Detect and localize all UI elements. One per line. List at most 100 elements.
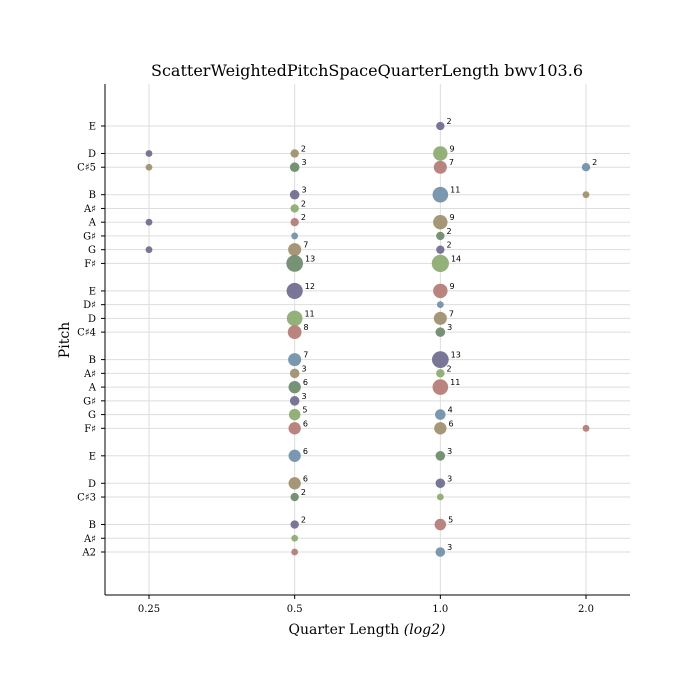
scatter-point <box>431 351 449 368</box>
scatter-point <box>288 477 301 490</box>
scatter-point <box>582 191 590 199</box>
point-count-label: 13 <box>451 351 461 360</box>
point-count-label: 3 <box>447 543 452 552</box>
point-count-label: 5 <box>302 406 307 415</box>
y-tick-label: F♯ <box>84 259 96 270</box>
scatter-point <box>436 493 444 501</box>
scatter-point <box>433 160 447 174</box>
point-count-label: 9 <box>450 144 455 153</box>
point-count-label: 11 <box>450 378 460 387</box>
point-count-label: 6 <box>303 447 308 456</box>
y-tick-label: C♯5 <box>77 163 96 174</box>
scatter-point <box>431 254 449 273</box>
y-tick-label: A2 <box>81 548 96 559</box>
scatter-point <box>290 492 299 502</box>
y-tick-label: D♯ <box>83 300 96 311</box>
y-tick-label: G <box>88 245 96 256</box>
y-tick-label: A♯ <box>83 369 96 380</box>
scatter-point <box>436 245 445 254</box>
y-tick-label: C♯3 <box>77 493 96 504</box>
scatter-point <box>289 162 300 173</box>
x-axis-label: Quarter Length (log2) <box>289 622 446 638</box>
y-tick-label: E <box>89 451 96 462</box>
point-count-label: 8 <box>304 323 309 332</box>
chart-title: ScatterWeightedPitchSpaceQuarterLength b… <box>151 61 583 80</box>
y-tick-label: D <box>88 479 96 490</box>
scatter-point <box>288 449 301 462</box>
y-tick-label: E <box>89 122 96 133</box>
point-count-label: 6 <box>303 419 308 428</box>
scatter-point <box>288 243 302 257</box>
scatter-point <box>435 327 446 337</box>
scatter-point <box>289 189 300 200</box>
y-axis-ticks: A2 A♯ B C♯3 D E F♯ G G♯ A A♯ B C♯4 D D♯ E F♯ G G♯ A A♯ B C♯5 D E <box>77 122 105 559</box>
scatter-point <box>432 379 449 395</box>
scatter-point <box>433 146 448 161</box>
point-count-label: 2 <box>301 488 306 497</box>
x-axis-label-scale: (log2) <box>404 622 446 638</box>
scatter-point <box>286 310 303 327</box>
y-tick-label: E <box>89 286 96 297</box>
x-axis-ticks: 0.25 0.5 1.0 2.0 <box>138 595 594 615</box>
scatter-point <box>288 422 301 435</box>
point-count-label: 9 <box>450 213 455 222</box>
x-tick-label: 2.0 <box>578 604 594 615</box>
point-count-label: 3 <box>301 186 306 195</box>
y-tick-label: A <box>88 218 97 229</box>
scatter-point <box>434 518 447 531</box>
x-axis-label-text: Quarter Length <box>289 622 400 638</box>
y-tick-label: G♯ <box>83 396 96 407</box>
point-labels: 2 3 3 2 2 7 13 12 11 8 7 3 6 3 5 6 6 6 2 2 2 9 7 11 9 2 2 14 9 7 3 13 2 1… <box>301 117 597 552</box>
x-tick-label: 1.0 <box>432 604 448 615</box>
point-count-label: 7 <box>303 351 308 360</box>
scatter-point <box>434 422 447 435</box>
point-count-label: 11 <box>304 309 314 318</box>
point-count-label: 2 <box>447 364 452 373</box>
scatter-point <box>290 149 299 158</box>
scatter-point <box>291 548 299 556</box>
scatter-point <box>435 547 446 557</box>
scatter-point <box>286 255 304 272</box>
scatter-point <box>286 282 303 299</box>
scatter-point <box>287 325 302 340</box>
point-count-label: 12 <box>305 282 315 291</box>
y-tick-label: A♯ <box>83 534 96 545</box>
scatter-point <box>289 368 300 379</box>
scatter-point <box>288 408 301 421</box>
scatter-point <box>145 163 153 171</box>
scatter-point <box>433 311 447 325</box>
point-count-label: 2 <box>301 213 306 222</box>
point-count-label: 14 <box>451 254 461 263</box>
scatter-point <box>433 214 448 230</box>
scatter-point <box>145 150 153 157</box>
scatter-point <box>436 369 445 378</box>
y-tick-label: A♯ <box>83 204 96 215</box>
scatter-point <box>145 218 153 226</box>
scatter-point <box>435 478 446 489</box>
point-count-label: 5 <box>448 516 453 525</box>
point-count-label: 6 <box>303 474 308 483</box>
point-count-label: 9 <box>450 282 455 291</box>
point-count-label: 7 <box>449 158 454 167</box>
point-count-label: 11 <box>450 186 460 195</box>
scatter-point <box>289 396 300 406</box>
point-count-label: 2 <box>447 227 452 236</box>
point-count-label: 2 <box>301 144 306 153</box>
scatter-point <box>432 186 449 203</box>
scatter-point <box>436 301 444 309</box>
y-tick-label: F♯ <box>84 424 96 435</box>
y-axis-label: Pitch <box>57 322 73 358</box>
point-count-label: 3 <box>447 447 452 456</box>
point-count-label: 3 <box>301 392 306 401</box>
scatter-point <box>288 353 302 367</box>
scatter-point <box>290 520 299 529</box>
y-tick-label: B <box>89 190 96 201</box>
grid-lines <box>105 84 630 595</box>
scatter-point <box>290 218 299 227</box>
point-count-label: 7 <box>449 309 454 318</box>
y-tick-label: G <box>88 410 96 421</box>
point-count-label: 2 <box>447 117 452 126</box>
scatter-point <box>436 231 445 241</box>
scatter-point <box>290 204 299 213</box>
point-count-label: 2 <box>592 158 597 167</box>
